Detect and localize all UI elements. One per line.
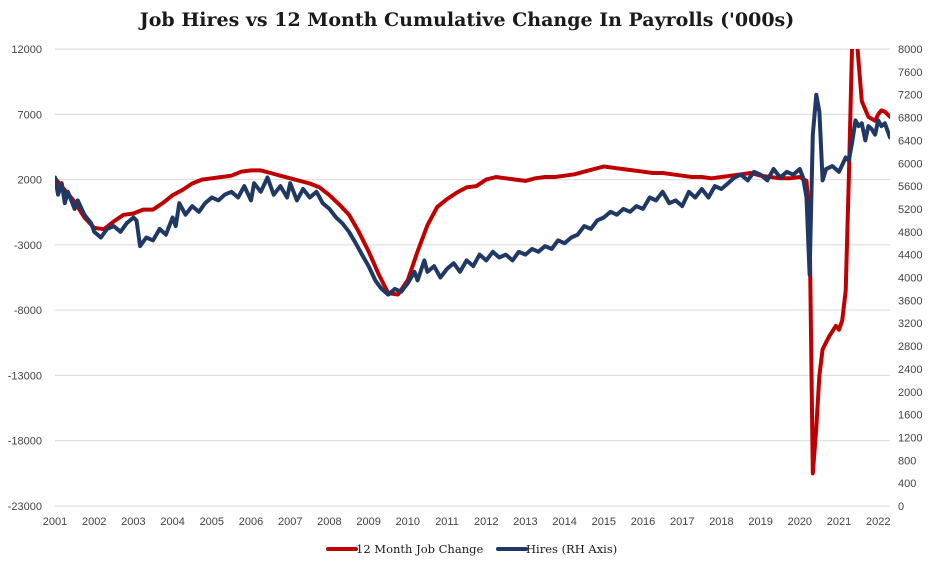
x-tick-label: 2011 (435, 516, 459, 528)
series-line-hires (55, 92, 890, 297)
left-tick-label: -3000 (14, 240, 42, 252)
x-tick-label: 2022 (866, 516, 890, 528)
x-tick-label: 2002 (82, 516, 106, 528)
right-tick-label: 800 (898, 455, 916, 467)
chart-title: Job Hires vs 12 Month Cumulative Change … (138, 9, 794, 31)
plot-area (55, 49, 890, 476)
legend-label: Hires (RH Axis) (526, 542, 617, 556)
left-tick-label: -8000 (14, 305, 42, 317)
left-tick-label: 12000 (11, 44, 42, 56)
x-tick-label: 2009 (356, 516, 380, 528)
left-tick-label: -18000 (8, 436, 42, 448)
left-tick-label: 7000 (18, 109, 42, 121)
gridlines (55, 48, 890, 507)
right-tick-label: 8000 (898, 44, 922, 56)
x-tick-label: 2018 (709, 516, 733, 528)
right-tick-label: 2000 (898, 387, 922, 399)
x-tick-label: 2014 (552, 516, 576, 528)
x-tick-label: 2019 (748, 516, 772, 528)
right-tick-label: 3600 (898, 295, 922, 307)
right-tick-label: 4400 (898, 250, 922, 262)
left-tick-label: -23000 (8, 501, 42, 513)
x-tick-label: 2008 (317, 516, 341, 528)
x-tick-label: 2003 (121, 516, 145, 528)
right-tick-label: 7200 (898, 90, 922, 102)
right-tick-label: 7600 (898, 67, 922, 79)
right-tick-label: 0 (898, 501, 904, 513)
x-tick-label: 2012 (474, 516, 498, 528)
legend: 12 Month Job Change Hires (RH Axis) (326, 542, 617, 556)
right-axis: 8000760072006800640060005600520048004400… (898, 44, 922, 513)
right-tick-label: 1200 (898, 432, 922, 444)
x-tick-label: 2006 (239, 516, 263, 528)
x-tick-label: 2001 (43, 516, 67, 528)
x-tick-label: 2015 (592, 516, 616, 528)
right-tick-label: 3200 (898, 318, 922, 330)
x-tick-label: 2013 (513, 516, 537, 528)
right-tick-label: 6800 (898, 113, 922, 125)
right-tick-label: 4800 (898, 227, 922, 239)
right-tick-label: 2800 (898, 341, 922, 353)
x-tick-label: 2010 (396, 516, 420, 528)
x-tick-label: 2021 (827, 516, 851, 528)
legend-label: 12 Month Job Change (356, 542, 483, 556)
right-tick-label: 6400 (898, 135, 922, 147)
right-tick-label: 2400 (898, 364, 922, 376)
x-tick-label: 2016 (631, 516, 655, 528)
x-tick-label: 2005 (200, 516, 224, 528)
right-tick-label: 4000 (898, 273, 922, 285)
left-tick-label: 2000 (18, 175, 42, 187)
series-line-job-change (55, 49, 890, 476)
left-tick-label: -13000 (8, 370, 42, 382)
x-tick-label: 2020 (788, 516, 812, 528)
right-tick-label: 5200 (898, 204, 922, 216)
right-tick-label: 6000 (898, 158, 922, 170)
x-axis: 2001 2002 2003 2004 2005 2006 2007 2008 2009 2010… (43, 516, 891, 528)
right-tick-label: 400 (898, 478, 916, 490)
x-tick-label: 2007 (278, 516, 302, 528)
x-tick-label: 2017 (670, 516, 694, 528)
x-tick-label: 2004 (160, 516, 184, 528)
right-tick-label: 5600 (898, 181, 922, 193)
left-axis: 12000 7000 2000 -3000 -8000 -13000 -18000 -2300… (8, 44, 42, 513)
right-tick-label: 1600 (898, 410, 922, 422)
